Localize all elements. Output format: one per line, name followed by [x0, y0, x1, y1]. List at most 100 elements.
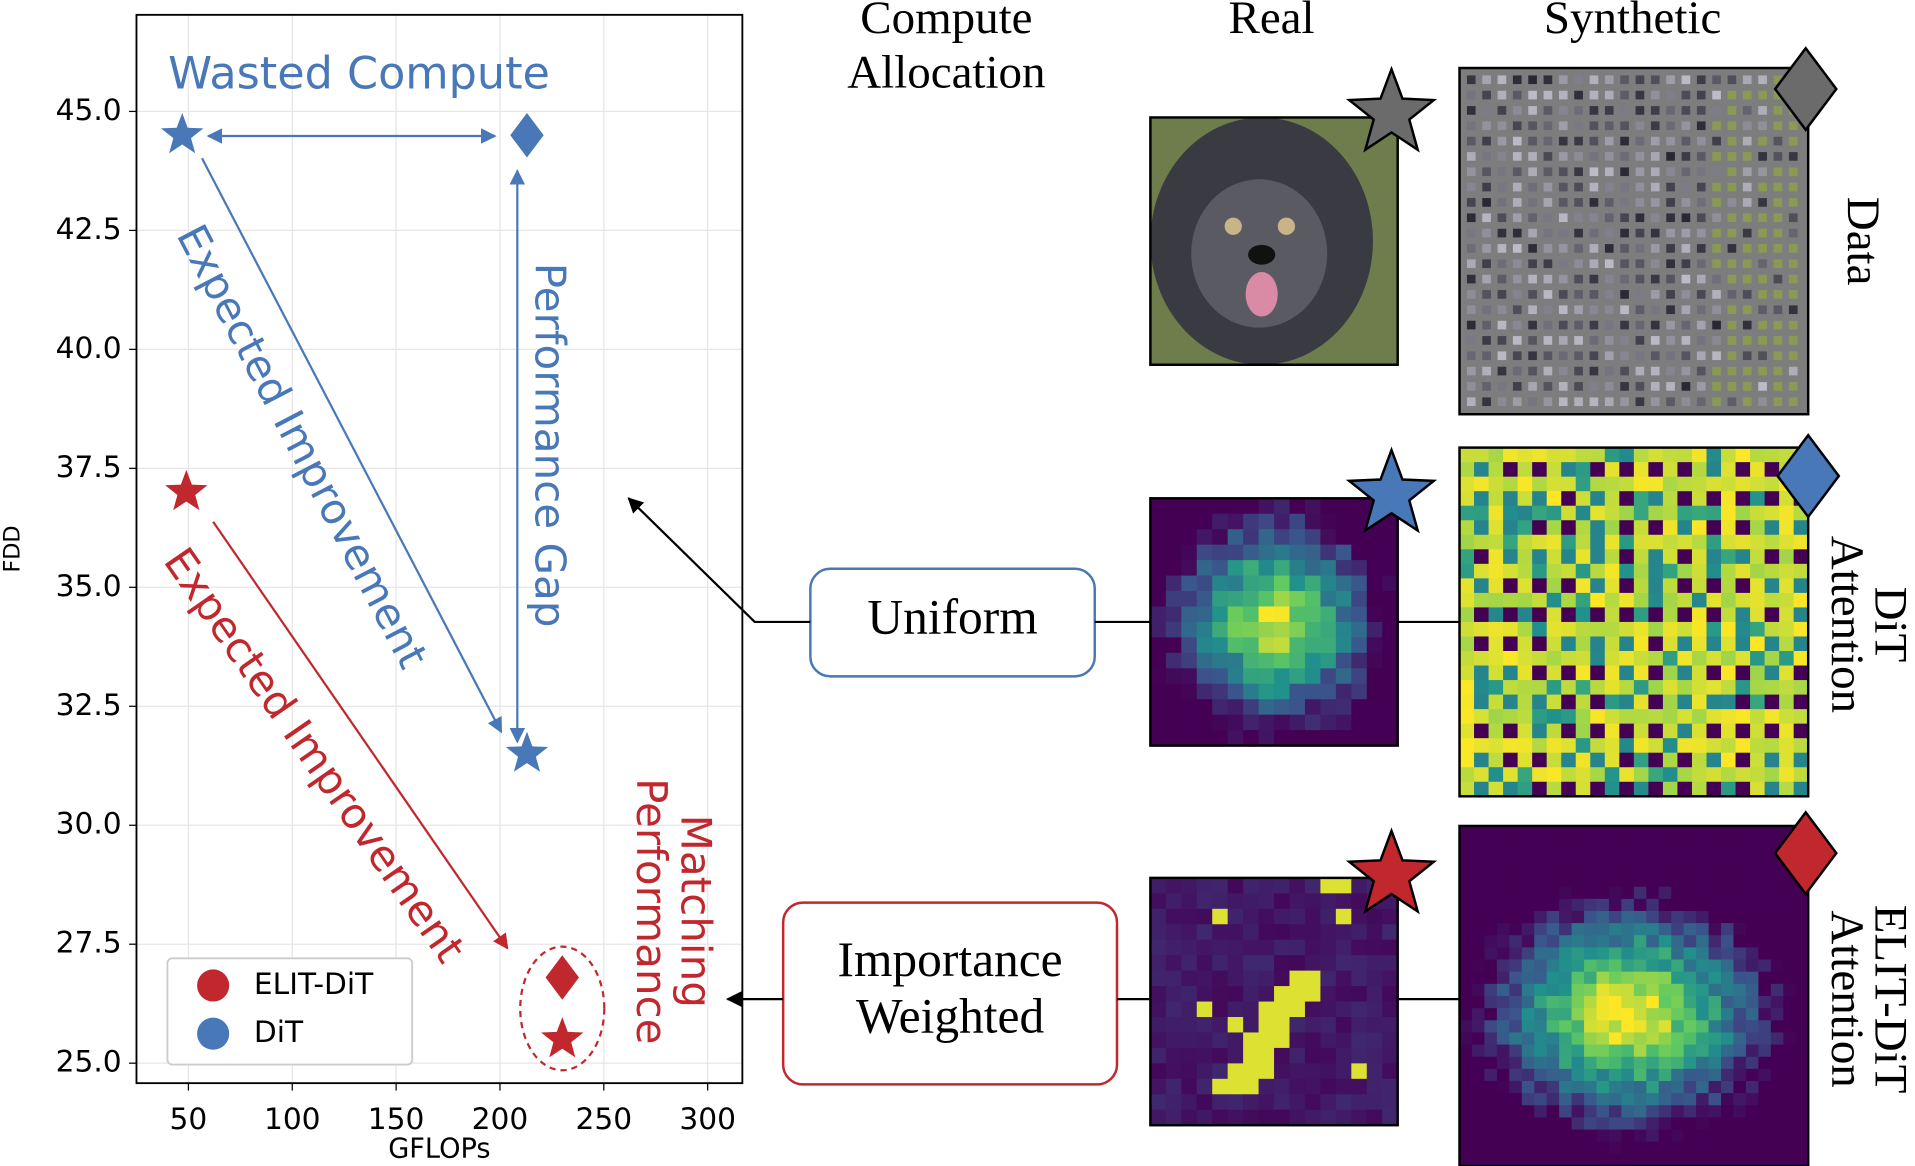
patch: [1727, 167, 1737, 177]
heatmap-cell: [1733, 1008, 1747, 1021]
heatmap-cell: [1521, 1153, 1535, 1166]
heatmap-cell: [1509, 898, 1523, 912]
heatmap-cell: [1459, 862, 1473, 876]
patch: [1558, 228, 1568, 238]
patch: [1558, 121, 1568, 131]
heatmap-cell: [1366, 908, 1383, 925]
heatmap-cell: [1721, 838, 1734, 851]
patch: [1712, 152, 1721, 161]
heatmap-cell: [1459, 592, 1475, 608]
patch: [1512, 274, 1522, 284]
patch: [1650, 167, 1660, 177]
heatmap-cell: [1604, 621, 1620, 637]
heatmap-cell: [1733, 1080, 1747, 1094]
heatmap-cell: [1274, 1078, 1290, 1095]
patch: [1543, 213, 1553, 223]
heatmap-cell: [1745, 1141, 1759, 1155]
heatmap-cell: [1779, 636, 1795, 652]
heatmap-cell: [1671, 874, 1685, 888]
patch: [1604, 351, 1614, 361]
heatmap-cell: [1559, 995, 1573, 1009]
heatmap-cell: [1366, 1017, 1383, 1033]
patch: [1558, 136, 1568, 146]
heatmap-cell: [1590, 621, 1606, 637]
heatmap-cell: [1758, 862, 1772, 876]
heatmap-cell: [1671, 1044, 1685, 1058]
heatmap-cell: [1590, 476, 1606, 492]
patch: [1482, 320, 1491, 330]
heatmap-cell: [1351, 637, 1368, 654]
heatmap-cell: [1459, 1153, 1473, 1166]
heatmap-cell: [1517, 723, 1533, 739]
heatmap-cell: [1165, 529, 1182, 546]
heatmap-cell: [1708, 947, 1722, 961]
heatmap-cell: [1181, 591, 1198, 607]
heatmap-cell: [1646, 910, 1660, 924]
heatmap-cell: [1335, 683, 1352, 700]
heatmap-cell: [1608, 995, 1622, 1009]
patch: [1773, 274, 1783, 284]
patch: [1497, 397, 1507, 407]
heatmap-cell: [1351, 1001, 1368, 1018]
heatmap-cell: [1351, 699, 1368, 716]
heatmap-cell: [1750, 549, 1766, 565]
heatmap-cell: [1459, 447, 1475, 463]
heatmap-cell: [1619, 767, 1635, 783]
heatmap-cell: [1779, 549, 1795, 565]
heatmap-cell: [1521, 886, 1535, 900]
heatmap-cell: [1496, 886, 1510, 900]
heatmap-cell: [1243, 986, 1260, 1003]
patch: [1543, 90, 1553, 100]
heatmap-cell: [1289, 591, 1306, 607]
heatmap-cell: [1546, 738, 1562, 754]
heatmap-cell: [1459, 1105, 1473, 1118]
heatmap-cell: [1795, 1153, 1809, 1166]
heatmap-cell: [1196, 621, 1213, 638]
heatmap-cell: [1604, 767, 1620, 783]
heatmap-cell: [1181, 668, 1198, 685]
heatmap-cell: [1212, 544, 1229, 561]
heatmap-cell: [1795, 1056, 1809, 1070]
patch: [1635, 259, 1645, 269]
heatmap-cell: [1677, 592, 1693, 608]
heatmap-cell: [1366, 1063, 1383, 1080]
heatmap-cell: [1658, 1080, 1672, 1094]
heatmap-cell: [1471, 1032, 1485, 1046]
heatmap-cell: [1289, 939, 1306, 956]
heatmap-cell: [1708, 1044, 1722, 1058]
heatmap-cell: [1633, 680, 1649, 696]
heatmap-cell: [1683, 935, 1697, 948]
heatmap-cell: [1793, 665, 1809, 681]
heatmap-cell: [1212, 1078, 1229, 1095]
heatmap-cell: [1559, 1068, 1573, 1082]
heatmap-cell: [1274, 730, 1290, 747]
heatmap-cell: [1783, 1008, 1797, 1021]
heatmap-cell: [1646, 1056, 1660, 1070]
panel-label: DiT: [1864, 587, 1915, 663]
heatmap-cell: [1596, 1105, 1610, 1118]
heatmap-cell: [1584, 1129, 1597, 1143]
heatmap-cell: [1304, 606, 1321, 623]
patch: [1635, 228, 1645, 238]
patch: [1543, 121, 1553, 131]
heatmap-cell: [1735, 563, 1751, 579]
heatmap-cell: [1559, 1080, 1573, 1094]
patch: [1666, 182, 1675, 192]
heatmap-cell: [1546, 850, 1560, 863]
heatmap-cell: [1471, 959, 1485, 973]
heatmap-cell: [1604, 534, 1620, 550]
heatmap-cell: [1382, 591, 1399, 607]
heatmap-cell: [1561, 621, 1577, 637]
heatmap-cell: [1212, 637, 1229, 654]
patch: [1482, 106, 1491, 115]
heatmap-cell: [1604, 607, 1620, 623]
heatmap-cell: [1571, 923, 1585, 936]
patch: [1512, 198, 1522, 207]
patch: [1604, 121, 1614, 131]
heatmap-cell: [1196, 1017, 1213, 1033]
patch: [1497, 136, 1507, 146]
heatmap-cell: [1471, 995, 1485, 1009]
patch: [1696, 274, 1706, 284]
heatmap-cell: [1471, 886, 1485, 900]
